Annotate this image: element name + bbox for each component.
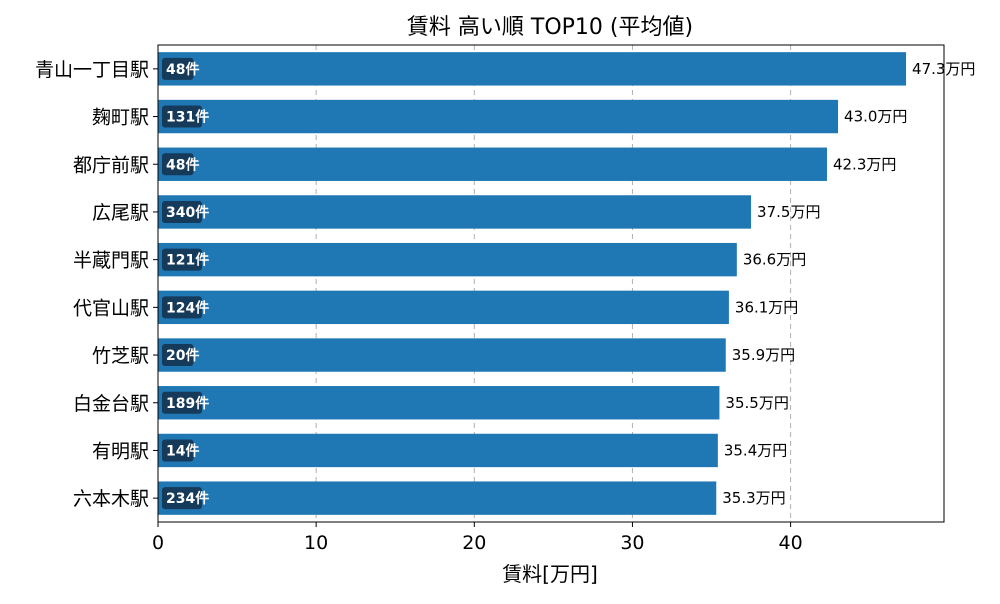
value-label: 42.3万円: [833, 155, 896, 173]
category-label: 青山一丁目駅: [35, 59, 149, 81]
bar: [158, 386, 720, 420]
bar: [158, 99, 839, 134]
bar: [158, 433, 718, 468]
count-badge: [162, 439, 194, 462]
bar: [158, 290, 729, 325]
category-label: 竹芝駅: [92, 345, 149, 367]
count-label: 48件: [166, 156, 199, 173]
count-badge: [162, 105, 202, 128]
count-label: 124件: [166, 299, 209, 316]
category-label: 都庁前駅: [73, 154, 149, 176]
category-label: 麹町駅: [92, 107, 149, 129]
category-label: 半蔵門駅: [73, 250, 149, 272]
chart-title: 賃料 高い順 TOP10 (平均値): [407, 15, 693, 40]
value-label: 35.9万円: [732, 346, 795, 364]
category-label: 代官山駅: [73, 297, 149, 319]
value-label: 36.1万円: [735, 298, 798, 316]
x-tick-label: 40: [779, 532, 803, 554]
category-label: 六本木駅: [73, 488, 149, 510]
x-tick-label: 20: [462, 532, 486, 554]
value-label: 35.3万円: [722, 489, 785, 507]
value-label: 35.4万円: [724, 441, 787, 459]
count-label: 14件: [166, 442, 199, 459]
count-badge: [162, 248, 202, 271]
count-label: 121件: [166, 252, 209, 269]
bar: [158, 481, 717, 515]
count-badge: [162, 296, 202, 319]
count-label: 48件: [166, 61, 199, 78]
count-label: 234件: [166, 490, 209, 507]
count-badge: [162, 153, 194, 176]
count-label: 340件: [166, 204, 209, 221]
count-badge: [162, 344, 194, 367]
count-label: 131件: [166, 109, 209, 126]
value-label: 36.6万円: [743, 251, 806, 269]
bar: [158, 52, 907, 86]
value-label: 37.5万円: [757, 203, 820, 221]
category-label: 有明駅: [92, 440, 149, 462]
axis-layer: 0 10 20 30 40 青山一丁目駅麹町駅都庁前駅広尾駅半蔵門駅代官山駅竹芝駅白金台駅…: [35, 59, 803, 554]
plot-frame: [157, 44, 945, 523]
category-label: 白金台駅: [73, 393, 149, 415]
bar: [158, 338, 726, 372]
count-badge: [162, 487, 202, 510]
bar: [158, 195, 752, 229]
x-axis-title: 賃料[万円]: [502, 562, 598, 586]
count-label: 189件: [166, 395, 209, 412]
count-badge: [162, 200, 202, 223]
value-label: 43.0万円: [844, 108, 907, 126]
count-badge: [162, 391, 202, 414]
count-badge: [162, 57, 194, 80]
bar: [158, 242, 737, 277]
bar: [158, 147, 827, 181]
x-tick-label: 30: [620, 532, 644, 554]
category-label: 広尾駅: [92, 202, 149, 224]
count-label: 20件: [166, 347, 199, 364]
x-tick-label: 10: [304, 532, 328, 554]
value-label: 35.5万円: [725, 394, 788, 412]
x-tick-label: 0: [152, 532, 164, 554]
